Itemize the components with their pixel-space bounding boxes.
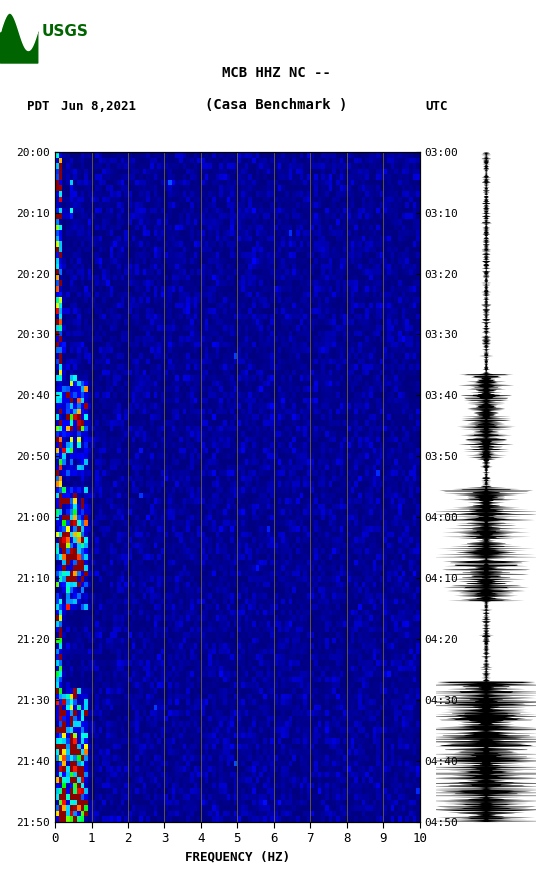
Text: USGS: USGS xyxy=(41,24,88,38)
Bar xyxy=(0,0,37,63)
Text: UTC: UTC xyxy=(425,100,448,113)
Text: (Casa Benchmark ): (Casa Benchmark ) xyxy=(205,97,347,112)
Text: MCB HHZ NC --: MCB HHZ NC -- xyxy=(221,66,331,80)
X-axis label: FREQUENCY (HZ): FREQUENCY (HZ) xyxy=(185,850,290,864)
Text: PDT: PDT xyxy=(27,100,50,113)
Text: Jun 8,2021: Jun 8,2021 xyxy=(61,100,136,113)
